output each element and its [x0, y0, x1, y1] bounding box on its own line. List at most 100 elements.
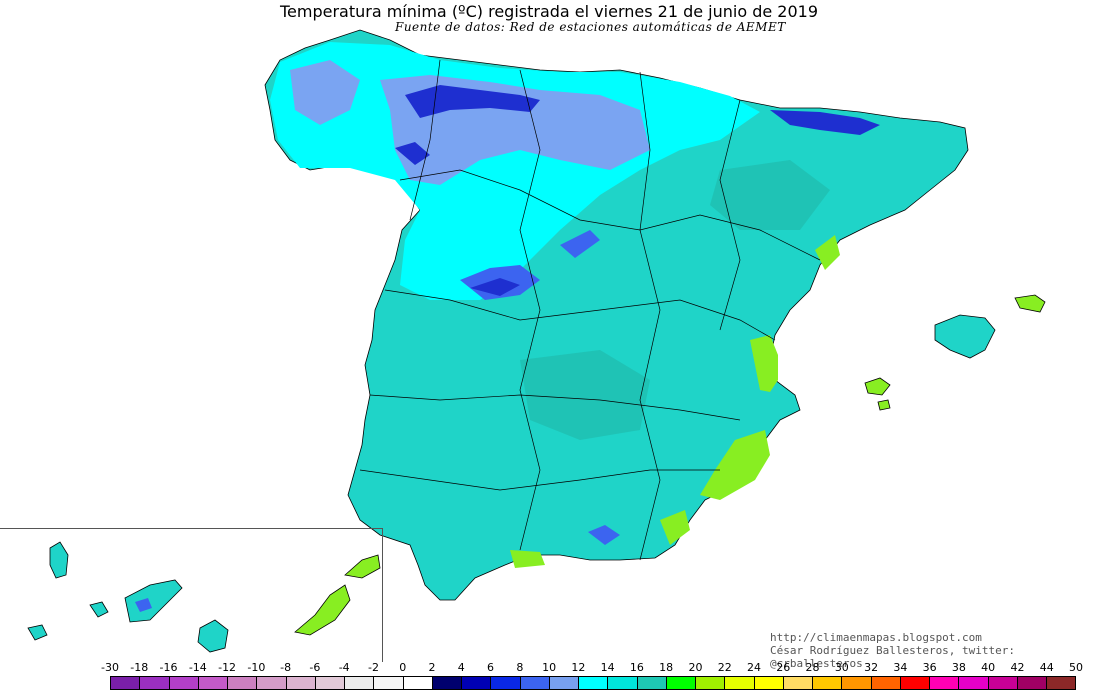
legend-tick-label: 36 — [922, 661, 937, 674]
legend-tick-label: -4 — [338, 661, 350, 674]
legend-tick-label: 12 — [571, 661, 586, 674]
legend-swatch — [520, 677, 550, 689]
legend-ticks: -30 -18 -16 -14 -12 -10 -8 -6 -4 -2 0 2 4 6 8 10 12 14 16 1… — [96, 661, 1092, 675]
legend-swatch — [842, 677, 872, 689]
canary-islands-inset-frame — [0, 528, 383, 662]
gran-canaria-island — [197, 619, 229, 653]
legend-swatch — [930, 677, 960, 689]
legend-swatch — [198, 677, 228, 689]
legend-tick-label: 24 — [747, 661, 761, 674]
legend-swatch — [666, 677, 696, 689]
ebro-interior-zone — [710, 160, 830, 230]
tenerife-island — [124, 579, 183, 623]
la-gomera-island — [89, 601, 109, 618]
legend-tick-label: 38 — [951, 661, 966, 674]
lanzarote-island — [344, 554, 381, 579]
tenerife-cold-zone — [135, 598, 152, 612]
legend-swatch — [1047, 677, 1076, 689]
legend-tick-label: -10 — [247, 661, 266, 674]
temperature-map — [27, 29, 1046, 653]
legend-tick-label: 8 — [516, 661, 524, 674]
legend-colorbar — [110, 676, 1076, 690]
valencia-warm-zone — [750, 335, 778, 392]
legend-swatch — [374, 677, 404, 689]
credits-author: César Rodríguez Ballesteros, twitter: @c… — [770, 644, 1016, 670]
legend-swatch — [169, 677, 199, 689]
legend-swatch — [345, 677, 375, 689]
legend-swatch — [228, 677, 258, 689]
legend-swatch — [315, 677, 345, 689]
legend-swatch — [725, 677, 755, 689]
mancha-interior-zone — [520, 350, 650, 440]
legend-swatch — [403, 677, 433, 689]
mallorca-island — [934, 314, 996, 359]
central-system-coldest-zone — [470, 278, 520, 296]
legend-swatch — [462, 677, 492, 689]
legend-swatch — [257, 677, 287, 689]
legend-swatch — [900, 677, 930, 689]
legend-swatch — [608, 677, 638, 689]
credits: http://climaenmapas.blogspot.com César R… — [770, 631, 1098, 670]
legend-tick-label: 0 — [399, 661, 407, 674]
legend-tick-label: 44 — [1039, 661, 1054, 674]
legend-tick-label: 20 — [688, 661, 703, 674]
map-title: Temperatura mínima (ºC) registrada el vi… — [279, 2, 819, 21]
legend-swatch — [579, 677, 609, 689]
region-borders — [359, 59, 821, 561]
legend-tick-label: 4 — [457, 661, 465, 674]
legend-tick-label: -12 — [218, 661, 237, 674]
sierra-nevada-cold-zone — [588, 525, 620, 545]
legend-tick-label: -6 — [309, 661, 321, 674]
malaga-warm-zone — [510, 550, 545, 568]
legend-tick-label: 50 — [1069, 661, 1083, 674]
formentera-island — [877, 399, 891, 411]
leon-coldest-zone — [395, 142, 430, 165]
legend-swatch — [111, 677, 141, 689]
legend-tick-label: -2 — [367, 661, 379, 674]
legend-tick-label: 6 — [487, 661, 495, 674]
legend-tick-label: 28 — [805, 661, 820, 674]
la-palma-island — [49, 541, 69, 579]
legend-tick-label: 42 — [1010, 661, 1025, 674]
legend-tick-label: 30 — [834, 661, 849, 674]
ibiza-island — [864, 377, 891, 396]
legend-tick-label: 16 — [629, 661, 644, 674]
almeria-warm-zone — [660, 510, 690, 545]
legend-tick-label: 2 — [428, 661, 436, 674]
legend-tick-label: 10 — [542, 661, 557, 674]
legend-swatch — [871, 677, 901, 689]
legend-tick-label: 40 — [981, 661, 996, 674]
legend-swatch — [432, 677, 462, 689]
legend-swatch — [1017, 677, 1047, 689]
legend-swatch — [959, 677, 989, 689]
legend-swatch — [140, 677, 170, 689]
legend-tick-label: 22 — [717, 661, 732, 674]
map-subtitle: Fuente de datos: Red de estaciones autom… — [395, 20, 786, 34]
legend-swatch — [637, 677, 667, 689]
legend-swatch — [754, 677, 784, 689]
el-hierro-island — [27, 624, 48, 641]
legend-swatch — [783, 677, 813, 689]
legend-tick-label: 34 — [893, 661, 908, 674]
legend-tick-label: 14 — [600, 661, 615, 674]
legend-tick-label: 26 — [776, 661, 791, 674]
credits-url[interactable]: http://climaenmapas.blogspot.com — [770, 631, 982, 644]
legend-tick-label: -14 — [188, 661, 207, 674]
alicante-murcia-warm-zone — [700, 430, 770, 500]
legend-swatch — [491, 677, 521, 689]
legend-swatch — [549, 677, 579, 689]
western-cold-zone — [290, 60, 360, 125]
catalonia-warm-zone — [815, 235, 840, 270]
legend-tick-label: -18 — [130, 661, 149, 674]
legend-swatch — [286, 677, 316, 689]
menorca-island — [1014, 294, 1046, 313]
legend-tick-label: 32 — [864, 661, 879, 674]
legend-tick-label: -8 — [280, 661, 292, 674]
fuerteventura-island — [294, 584, 351, 636]
legend-tick-label: -30 — [101, 661, 119, 674]
legend-swatch — [696, 677, 726, 689]
legend-swatch — [813, 677, 843, 689]
legend-tick-label: 18 — [659, 661, 674, 674]
cantabrian-coldest-zone — [405, 85, 540, 118]
legend-swatch — [988, 677, 1018, 689]
